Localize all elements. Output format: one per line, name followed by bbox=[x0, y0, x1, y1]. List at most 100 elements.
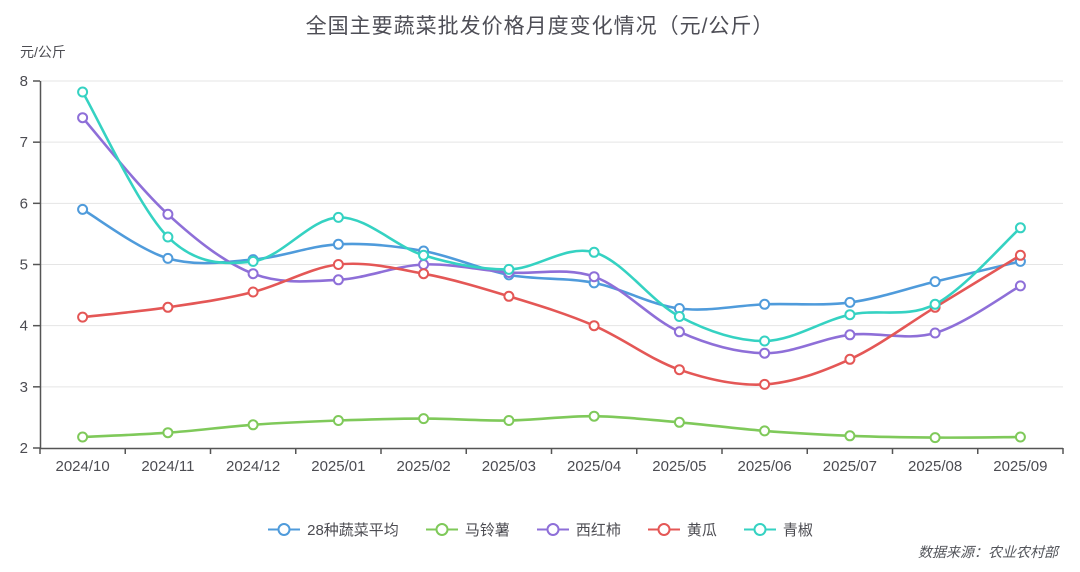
legend-label-cucumber: 黄瓜 bbox=[686, 522, 717, 539]
gridlines bbox=[40, 80, 1063, 388]
legend-label-green-pepper: 青椒 bbox=[782, 522, 813, 539]
series-tomato bbox=[77, 112, 1026, 359]
series-point-potato bbox=[1014, 431, 1026, 443]
x-axis-tick-label: 2025/08 bbox=[908, 458, 962, 475]
series-line-avg-28-vegetables bbox=[81, 208, 1022, 311]
series-point-cucumber bbox=[332, 259, 344, 270]
series-point-tomato bbox=[418, 259, 430, 270]
axes bbox=[33, 80, 1064, 454]
series-point-tomato bbox=[844, 329, 856, 341]
series-green-pepper bbox=[77, 86, 1026, 347]
legend-item-tomato[interactable]: 西红柿 bbox=[536, 519, 621, 540]
series-point-tomato bbox=[77, 112, 89, 124]
series-line-cucumber bbox=[81, 254, 1022, 386]
series-point-tomato bbox=[162, 208, 174, 220]
x-axis-tick-label: 2025/03 bbox=[482, 458, 536, 475]
y-axis-tick-label: 5 bbox=[20, 257, 28, 274]
legend-label-tomato: 西红柿 bbox=[575, 522, 621, 539]
series-point-potato bbox=[247, 419, 259, 431]
y-axis-tick-label: 3 bbox=[20, 379, 28, 396]
series-point-avg-28-vegetables bbox=[332, 238, 344, 250]
series-point-avg-28-vegetables bbox=[77, 203, 89, 215]
series-point-tomato bbox=[332, 274, 344, 286]
series-point-green-pepper bbox=[588, 246, 600, 258]
legend-item-green-pepper[interactable]: 青椒 bbox=[743, 519, 813, 540]
x-axis-tick-label: 2025/02 bbox=[397, 458, 451, 475]
series-point-green-pepper bbox=[162, 231, 174, 243]
x-axis-tick-label: 2025/04 bbox=[567, 458, 621, 475]
x-axis-tick-label: 2025/06 bbox=[738, 458, 792, 475]
series-point-tomato bbox=[673, 326, 685, 338]
legend-marker-avg-28-vegetables bbox=[268, 523, 301, 536]
series-point-green-pepper bbox=[929, 298, 941, 310]
chart-title: 全国主要蔬菜批发价格月度变化情况（元/公斤） bbox=[305, 15, 775, 38]
series-point-cucumber bbox=[673, 364, 685, 376]
series-point-tomato bbox=[929, 327, 941, 339]
series-point-tomato bbox=[759, 347, 771, 359]
y-axis-tick-labels: 2 3 4 5 6 7 8 bbox=[20, 73, 28, 457]
series-point-avg-28-vegetables bbox=[759, 298, 771, 310]
series-point-green-pepper bbox=[77, 86, 89, 98]
x-axis-tick-label: 2024/10 bbox=[56, 458, 110, 475]
x-axis-tick-label: 2025/05 bbox=[652, 458, 706, 475]
series-point-green-pepper bbox=[1014, 222, 1026, 234]
series-point-green-pepper bbox=[247, 255, 259, 267]
series-line-green-pepper bbox=[81, 90, 1022, 343]
series-point-potato bbox=[673, 416, 685, 428]
series-point-potato bbox=[503, 415, 515, 426]
series-point-tomato bbox=[1014, 280, 1026, 292]
series-point-green-pepper bbox=[759, 335, 771, 347]
line-chart-plot: 2 3 4 5 6 7 8 2024/10 2024/11 2024/12 2025/01 2025/… bbox=[20, 73, 1064, 475]
x-axis-tick-label: 2024/11 bbox=[141, 458, 194, 475]
series-point-potato bbox=[929, 432, 941, 444]
y-axis-tick-label: 7 bbox=[20, 134, 28, 151]
x-axis-tick-label: 2025/07 bbox=[823, 458, 877, 475]
series-potato bbox=[77, 410, 1026, 444]
series-point-potato bbox=[418, 413, 430, 425]
legend: 28种蔬菜平均 马铃薯 西红柿 黄瓜 青椒 bbox=[0, 519, 1080, 540]
y-axis-tick-label: 8 bbox=[20, 73, 28, 90]
series-point-cucumber bbox=[247, 286, 259, 298]
series-point-avg-28-vegetables bbox=[162, 252, 174, 264]
series-point-cucumber bbox=[503, 290, 515, 302]
series-point-cucumber bbox=[77, 311, 89, 323]
x-axis-tick-label: 2025/09 bbox=[993, 458, 1047, 475]
series-point-tomato bbox=[588, 271, 600, 283]
legend-item-avg-28-vegetables[interactable]: 28种蔬菜平均 bbox=[267, 519, 399, 540]
x-axis-tick-label: 2024/12 bbox=[226, 458, 280, 475]
series-point-cucumber bbox=[1014, 249, 1026, 261]
y-axis-unit-label: 元/公斤 bbox=[20, 44, 66, 60]
series-point-cucumber bbox=[588, 320, 600, 332]
series-point-potato bbox=[844, 430, 856, 442]
series-point-potato bbox=[588, 410, 600, 422]
series-point-green-pepper bbox=[673, 311, 685, 322]
x-axis-tick-labels: 2024/10 2024/11 2024/12 2025/01 2025/02 2025/… bbox=[56, 458, 1048, 475]
series-point-green-pepper bbox=[418, 249, 430, 261]
series-point-green-pepper bbox=[332, 211, 344, 223]
series-point-potato bbox=[162, 427, 174, 439]
legend-marker-potato bbox=[425, 523, 458, 536]
legend-marker-green-pepper bbox=[743, 523, 776, 536]
legend-item-potato[interactable]: 马铃薯 bbox=[425, 519, 510, 540]
legend-item-cucumber[interactable]: 黄瓜 bbox=[647, 519, 717, 540]
series-point-cucumber bbox=[759, 378, 771, 390]
legend-marker-cucumber bbox=[647, 523, 680, 536]
series-line-tomato bbox=[81, 116, 1022, 355]
series-point-potato bbox=[759, 425, 771, 437]
series-point-cucumber bbox=[418, 268, 430, 280]
series-point-green-pepper bbox=[503, 263, 515, 275]
y-axis-tick-label: 2 bbox=[20, 440, 28, 457]
legend-marker-tomato bbox=[536, 523, 569, 536]
series-point-avg-28-vegetables bbox=[929, 276, 941, 288]
series-point-potato bbox=[77, 431, 89, 443]
legend-label-potato: 马铃薯 bbox=[464, 522, 510, 539]
legend-label-avg-28-vegetables: 28种蔬菜平均 bbox=[307, 522, 399, 539]
data-source-note: 数据来源：农业农村部 bbox=[918, 546, 1058, 561]
series-point-green-pepper bbox=[844, 309, 856, 321]
series-point-tomato bbox=[247, 268, 259, 280]
series-point-cucumber bbox=[162, 301, 174, 313]
series-point-avg-28-vegetables bbox=[844, 296, 856, 308]
x-axis-tick-label: 2025/01 bbox=[311, 458, 365, 475]
series-line-potato bbox=[81, 414, 1022, 439]
